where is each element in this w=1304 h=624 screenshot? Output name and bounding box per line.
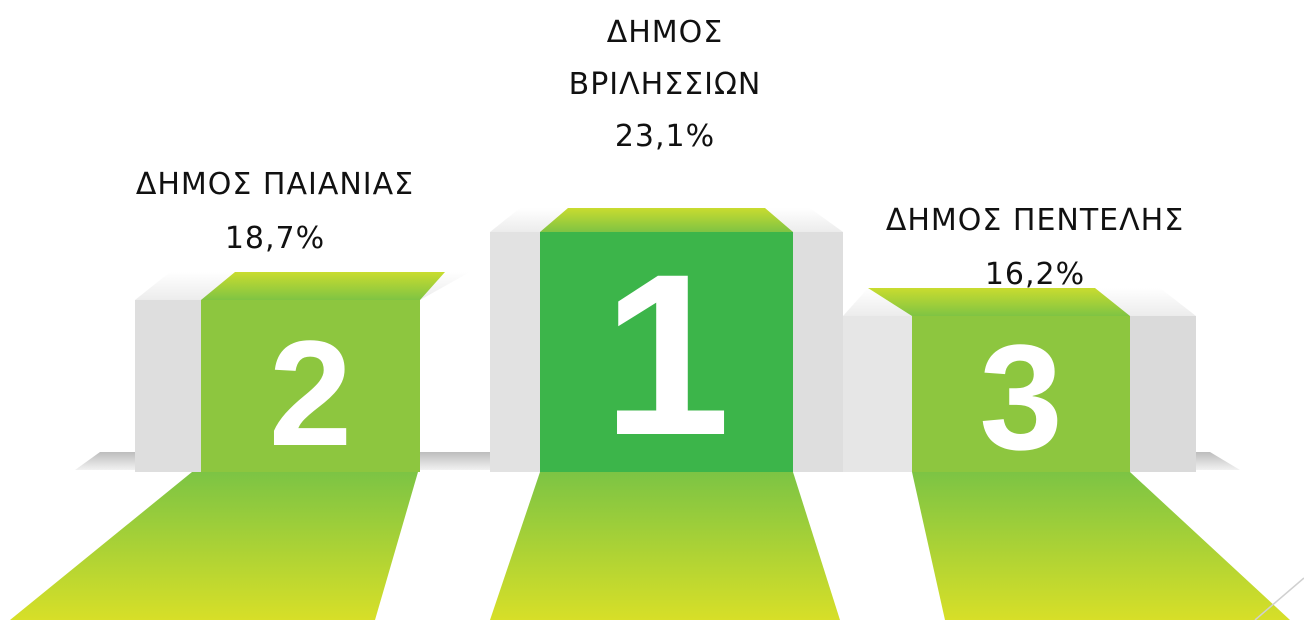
rank-second: 2 (268, 309, 353, 477)
label-first-percent: 23,1% (614, 119, 716, 154)
carpet-left (10, 472, 418, 620)
second-place-front (201, 300, 420, 472)
label-second: ΔΗΜΟΣ ΠΑΙΑΝΙΑΣ 18,7% (100, 158, 450, 266)
third-place-front (912, 316, 1130, 472)
label-first-line2: ΒΡΙΛΗΣΣΙΩΝ (568, 67, 762, 102)
rank-third: 3 (979, 313, 1063, 481)
label-second-percent: 18,7% (224, 221, 326, 256)
label-second-line1: ΔΗΜΟΣ ΠΑΙΑΝΙΑΣ (135, 167, 415, 202)
label-first-line1: ΔΗΜΟΣ (606, 15, 724, 50)
carpet-right (912, 472, 1290, 620)
label-third-percent: 16,2% (984, 257, 1086, 292)
label-first: ΔΗΜΟΣ ΒΡΙΛΗΣΣΙΩΝ 23,1% (520, 7, 810, 163)
carpet-center (490, 472, 840, 620)
rank-first: 1 (602, 226, 731, 483)
first-place-front (540, 232, 793, 472)
label-third-line1: ΔΗΜΟΣ ΠΕΝΤΕΛΗΣ (885, 203, 1185, 238)
label-third: ΔΗΜΟΣ ΠΕΝΤΕΛΗΣ 16,2% (850, 194, 1220, 302)
